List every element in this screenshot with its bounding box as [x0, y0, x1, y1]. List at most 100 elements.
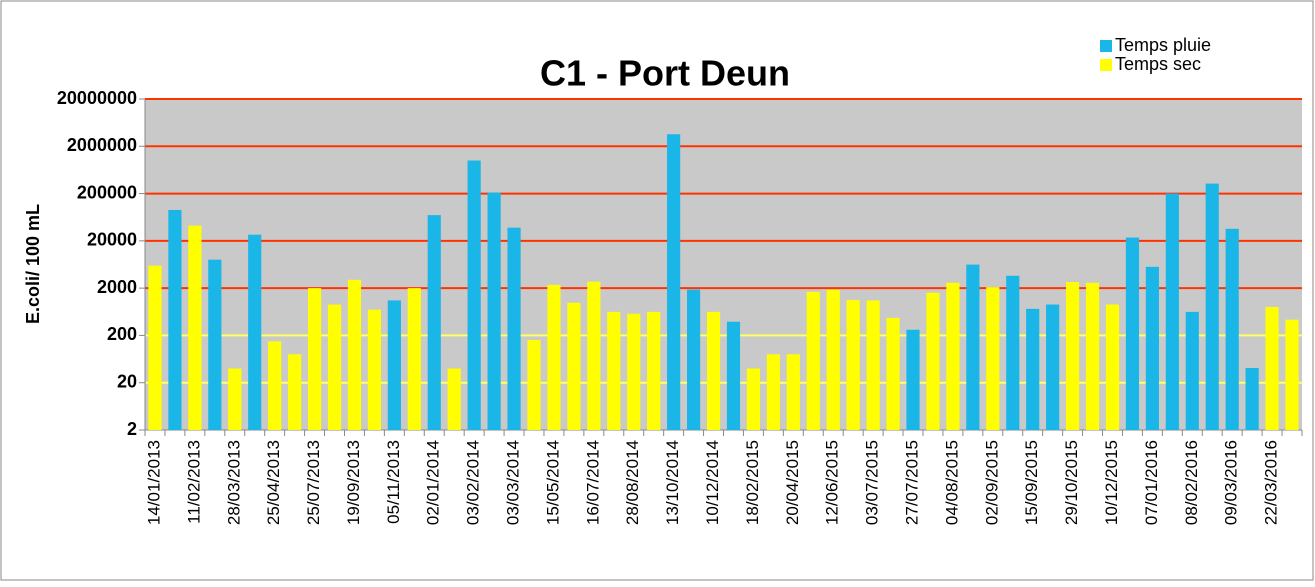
- bar: [547, 284, 561, 430]
- x-tick-label: 07/01/2016: [1142, 440, 1161, 525]
- bar: [307, 288, 322, 430]
- x-tick-label: 19/09/2013: [344, 440, 363, 525]
- y-tick-label: 200000: [77, 182, 137, 202]
- x-tick-label: 15/05/2014: [543, 440, 562, 525]
- bar: [1165, 193, 1179, 430]
- y-tick-label: 200: [107, 324, 137, 344]
- legend-label: Temps pluie: [1115, 35, 1211, 55]
- y-tick-label: 20: [117, 371, 137, 391]
- x-tick-label: 25/07/2013: [304, 440, 323, 525]
- bar: [567, 302, 581, 430]
- bar: [248, 234, 262, 430]
- x-tick-label: 14/01/2013: [144, 440, 163, 525]
- bar: [1046, 304, 1060, 430]
- bar: [986, 287, 1000, 430]
- bar: [447, 368, 461, 430]
- bar: [667, 134, 681, 430]
- bar: [946, 282, 960, 430]
- bar: [168, 209, 182, 430]
- x-tick-label: 13/10/2014: [663, 440, 682, 525]
- bar: [926, 292, 940, 430]
- y-tick-label: 20000000: [57, 88, 137, 108]
- bar: [587, 281, 601, 430]
- bar: [407, 288, 421, 430]
- bar: [347, 279, 362, 430]
- legend-swatch: [1100, 40, 1112, 52]
- bar: [746, 368, 761, 430]
- bar: [208, 259, 222, 430]
- x-tick-label: 11/02/2013: [184, 440, 203, 524]
- bar: [826, 289, 840, 430]
- x-tick-label: 29/10/2015: [1062, 440, 1081, 525]
- bar: [726, 321, 741, 430]
- bar: [1125, 237, 1140, 430]
- bar: [1026, 308, 1040, 430]
- x-tick-label: 12/06/2015: [823, 440, 842, 525]
- bar: [327, 304, 342, 430]
- x-tick-label: 04/08/2015: [942, 440, 961, 525]
- x-tick-label: 03/07/2015: [863, 440, 882, 525]
- bar: [387, 300, 401, 430]
- bar: [507, 227, 521, 430]
- bar: [1285, 319, 1299, 430]
- y-tick-label: 20000: [87, 230, 137, 250]
- bar: [148, 265, 162, 430]
- bar: [786, 354, 800, 430]
- x-tick-label: 15/09/2015: [1022, 440, 1041, 525]
- x-tick-label: 22/03/2016: [1262, 440, 1281, 525]
- bar: [1205, 183, 1219, 430]
- bar: [1105, 304, 1120, 430]
- x-tick-label: 08/02/2016: [1182, 440, 1201, 525]
- bar: [427, 215, 441, 430]
- x-tick-label: 02/09/2015: [982, 440, 1001, 525]
- bar: [866, 300, 880, 430]
- bar: [1006, 275, 1020, 430]
- bar: [1265, 306, 1279, 430]
- bar: [188, 225, 202, 430]
- bar: [1085, 282, 1100, 430]
- bar: [487, 192, 501, 430]
- x-tick-label: 09/03/2016: [1222, 440, 1241, 525]
- chart-title: C1 - Port Deun: [540, 53, 790, 94]
- x-tick-label: 20/04/2015: [783, 440, 802, 525]
- bar: [846, 299, 860, 430]
- x-tick-label: 02/01/2014: [424, 440, 443, 525]
- x-tick-label: 05/11/2013: [384, 440, 403, 524]
- x-tick-label: 18/02/2015: [743, 440, 762, 525]
- legend-swatch: [1100, 59, 1112, 71]
- bar: [1145, 266, 1159, 430]
- x-tick-label: 28/03/2013: [224, 440, 243, 525]
- bar: [607, 311, 621, 430]
- y-axis-label: E.coli/ 100 mL: [23, 204, 43, 324]
- x-tick-label: 03/03/2014: [504, 440, 523, 525]
- x-tick-label: 03/02/2014: [464, 440, 483, 525]
- x-tick-label: 16/07/2014: [583, 440, 602, 525]
- y-tick-label: 2000: [97, 277, 137, 297]
- x-tick-label: 25/04/2013: [264, 440, 283, 525]
- bar: [627, 313, 641, 430]
- bar: [288, 354, 302, 430]
- bar: [367, 309, 381, 430]
- bar: [647, 311, 661, 430]
- bar: [1245, 367, 1259, 430]
- y-tick-label: 2000000: [67, 135, 137, 155]
- bar: [706, 311, 721, 430]
- bar: [1225, 228, 1239, 430]
- bar: [467, 160, 481, 430]
- bar: [1066, 281, 1080, 430]
- bar: [906, 329, 920, 430]
- y-tick-label: 2: [127, 419, 137, 439]
- bar: [228, 368, 242, 430]
- bar: [268, 341, 282, 430]
- x-tick-label: 28/08/2014: [623, 440, 642, 525]
- legend-label: Temps sec: [1115, 54, 1201, 74]
- bar: [886, 317, 900, 430]
- bar: [766, 354, 780, 430]
- bar: [1185, 311, 1199, 430]
- x-tick-label: 27/07/2015: [902, 440, 921, 525]
- bar: [686, 289, 701, 430]
- bar: [966, 264, 980, 430]
- x-tick-label: 10/12/2015: [1102, 440, 1121, 525]
- bar: [806, 291, 820, 430]
